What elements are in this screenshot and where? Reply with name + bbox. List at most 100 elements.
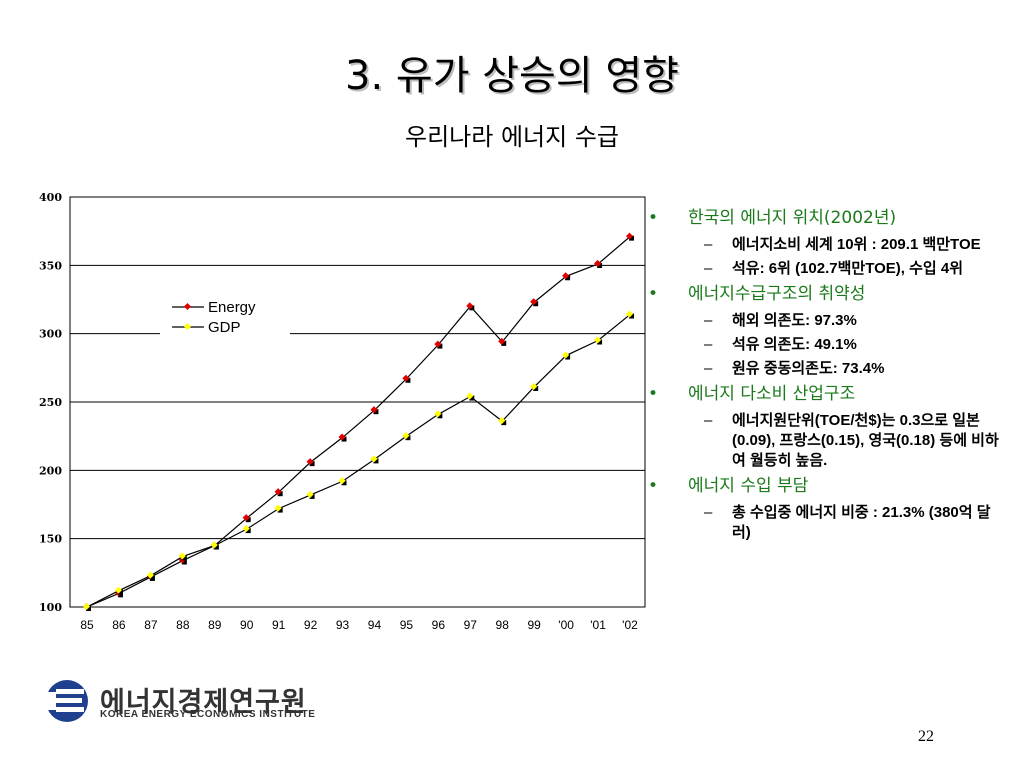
sub-bullet-oil-rank: – 석유: 6위 (102.7백만TOE), 수입 4위 xyxy=(704,260,964,277)
data-point-shadow xyxy=(533,385,539,391)
data-point-energy xyxy=(466,302,474,310)
data-point-shadow xyxy=(149,574,155,580)
data-point-shadow xyxy=(117,592,123,598)
bullet-energy-intensive-industry: • 에너지 다소비 산업구조 xyxy=(648,384,856,404)
bullet-text: 에너지수급구조의 취약성 xyxy=(688,284,866,304)
bullet-supply-vulnerability: • 에너지수급구조의 취약성 xyxy=(648,284,866,304)
sub-bullet-text: 원유 중동의존도: 73.4% xyxy=(732,360,885,377)
x-tick-label: '00 xyxy=(558,618,574,632)
bullet-text: 에너지 다소비 산업구조 xyxy=(688,384,856,404)
data-point-shadow xyxy=(501,340,507,346)
x-tick-label: 89 xyxy=(208,618,222,632)
sub-bullet-text: 해외 의존도: 97.3% xyxy=(732,312,857,329)
data-point-gdp xyxy=(210,541,218,549)
legend-marker xyxy=(183,302,192,311)
data-point-gdp xyxy=(402,432,410,440)
x-tick-label: 88 xyxy=(176,618,190,632)
sub-bullet-text: 에너지원단위(TOE/천$)는 0.3으로 일본(0.09), 프랑스(0.15… xyxy=(732,412,999,469)
x-tick-label: 90 xyxy=(240,618,254,632)
x-tick-label: '01 xyxy=(590,618,606,632)
data-point-shadow xyxy=(86,606,91,611)
x-tick-label: 86 xyxy=(112,618,126,632)
bullet-text: 한국의 에너지 위치(2002년) xyxy=(688,208,897,228)
data-point-shadow xyxy=(341,436,347,442)
data-point-shadow xyxy=(341,480,347,486)
data-point-shadow xyxy=(373,409,379,415)
data-point-energy xyxy=(402,374,410,382)
y-tick-label: 200 xyxy=(39,464,62,477)
data-point-energy xyxy=(274,488,282,496)
data-point-energy xyxy=(338,433,346,441)
y-tick-label: 100 xyxy=(39,601,62,614)
data-point-shadow xyxy=(437,343,443,349)
data-point-shadow xyxy=(309,493,315,499)
data-point-shadow xyxy=(181,555,187,561)
data-point-gdp xyxy=(530,382,538,391)
sub-bullet-text: 석유 의존도: 49.1% xyxy=(732,336,857,353)
page-number: 22 xyxy=(918,728,934,745)
data-point-shadow xyxy=(565,275,571,281)
x-tick-label: '02 xyxy=(622,618,638,632)
data-point-shadow xyxy=(469,305,475,311)
data-point-shadow xyxy=(629,313,634,319)
data-point-shadow xyxy=(181,559,187,565)
data-point-shadow xyxy=(501,420,507,426)
data-point-shadow xyxy=(405,435,411,441)
bullet-text: 에너지 수입 부담 xyxy=(688,476,809,496)
data-point-gdp xyxy=(498,417,506,425)
x-tick-label: 92 xyxy=(304,618,318,632)
y-tick-label: 300 xyxy=(39,328,62,341)
data-point-shadow xyxy=(245,528,251,534)
data-point-energy xyxy=(306,458,314,466)
data-point-energy xyxy=(530,298,538,306)
x-tick-label: 97 xyxy=(464,618,478,632)
x-tick-label: 87 xyxy=(144,618,158,632)
slide-title: 3. 유가 상승의 영향 xyxy=(345,53,679,99)
data-point-energy xyxy=(370,406,378,414)
data-point-shadow xyxy=(309,461,315,467)
data-point-shadow xyxy=(437,413,443,419)
logo-english-name: KOREA ENERGY ECONOMICS INSTITUTE xyxy=(100,709,316,720)
data-point-shadow xyxy=(405,377,411,383)
x-tick-label: 96 xyxy=(432,618,446,632)
data-point-energy xyxy=(562,272,570,280)
data-point-gdp xyxy=(625,310,634,318)
bullet-list: • 한국의 에너지 위치(2002년) – 에너지소비 세계 10위 : 209.1… xyxy=(648,207,1008,547)
data-point-gdp xyxy=(562,351,570,359)
data-point-shadow xyxy=(597,262,603,268)
x-tick-label: 93 xyxy=(336,618,350,632)
legend-label: GDP xyxy=(208,319,241,336)
sub-bullet-oil-dependence: – 석유 의존도: 49.1% xyxy=(704,336,857,353)
data-point-shadow xyxy=(245,517,251,523)
slide-subtitle: 우리나라 에너지 수급 xyxy=(405,123,619,151)
data-point-shadow xyxy=(277,491,283,497)
sub-bullet-import-share: – 총 수입중 에너지 비중 : 21.3% (380억 달러) xyxy=(704,504,991,541)
y-tick-label: 150 xyxy=(39,533,62,546)
legend-marker xyxy=(183,322,192,331)
keei-emblem-icon xyxy=(46,680,88,722)
y-tick-label: 350 xyxy=(39,259,62,272)
data-point-shadow xyxy=(213,544,219,550)
data-point-shadow xyxy=(117,589,123,595)
data-point-shadow xyxy=(565,354,571,360)
sub-bullet-text: 에너지소비 세계 10위 : 209.1 백만TOE xyxy=(732,236,981,253)
data-point-gdp xyxy=(82,602,91,611)
data-point-energy xyxy=(594,259,602,268)
bullet-import-burden: • 에너지 수입 부담 xyxy=(648,476,809,496)
energy-gdp-line-chart: 100 150 200 250 300 350 400 85 86 87 88 89 90 91 92 93 9… xyxy=(39,191,646,632)
data-point-shadow xyxy=(373,458,379,464)
y-tick-label: 250 xyxy=(39,396,62,409)
sub-bullet-energy-intensity: – 에너지원단위(TOE/천$)는 0.3으로 일본(0.09), 프랑스(0.1… xyxy=(704,412,999,469)
data-point-shadow xyxy=(629,235,634,241)
logo-korean-name: 에너지경제연구원 xyxy=(100,687,307,718)
data-point-energy xyxy=(434,340,442,348)
data-point-gdp xyxy=(274,504,282,512)
x-tick-label: 94 xyxy=(368,618,382,632)
x-tick-label: 95 xyxy=(400,618,414,632)
data-point-shadow xyxy=(277,507,283,513)
data-point-gdp xyxy=(434,410,442,418)
data-point-gdp xyxy=(306,490,314,498)
data-point-shadow xyxy=(533,301,539,307)
legend-label: Energy xyxy=(208,299,256,316)
keei-logo: 에너지경제연구원 KOREA ENERGY ECONOMICS INSTITUT… xyxy=(44,678,350,724)
